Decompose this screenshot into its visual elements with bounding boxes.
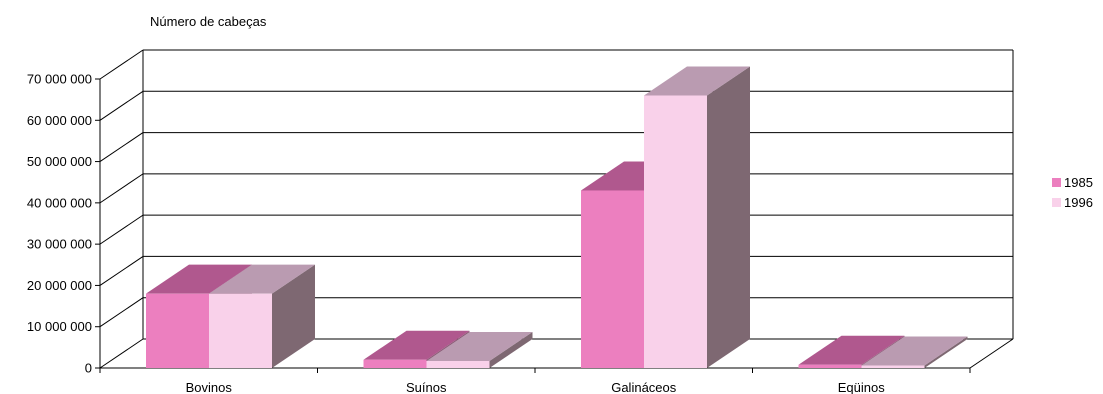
bar-top-galin-ceos-1996 bbox=[644, 66, 750, 96]
x-tick-label-2: Galináceos bbox=[611, 380, 677, 394]
bar-eq-inos-1985 bbox=[798, 364, 862, 368]
bar-top-su-nos-1985 bbox=[363, 330, 470, 360]
bar-bovinos-1996 bbox=[209, 293, 272, 368]
x-tick-label-1: Suínos bbox=[406, 380, 447, 394]
y-tick-label-5: 50 000 000 bbox=[27, 154, 92, 169]
y-axis-label: Número de cabeças bbox=[150, 14, 267, 29]
legend-swatch-1985 bbox=[1052, 177, 1061, 187]
bar-top-bovinos-1985 bbox=[146, 264, 252, 294]
bar-side-bovinos-1996 bbox=[272, 264, 315, 368]
legend: 1985 1996 bbox=[1052, 172, 1093, 212]
bar-side-su-nos-1996 bbox=[489, 331, 533, 368]
y-tick-label-0: 0 bbox=[85, 361, 92, 376]
bar-su-nos-1985 bbox=[363, 359, 427, 368]
legend-swatch-1996 bbox=[1052, 197, 1061, 207]
bar-galin-ceos-1985 bbox=[581, 190, 644, 368]
gridline-side-5 bbox=[99, 132, 144, 162]
bar-top-eq-inos-1985 bbox=[798, 335, 905, 365]
bar-su-nos-1996 bbox=[426, 360, 490, 368]
gridline-side-3 bbox=[99, 214, 144, 245]
y-tick-label-2: 20 000 000 bbox=[27, 278, 92, 293]
bar-top-eq-inos-1996 bbox=[861, 336, 968, 366]
bar-galin-ceos-1996 bbox=[644, 95, 707, 368]
y-tick-label-1: 10 000 000 bbox=[27, 319, 92, 334]
legend-label-1996: 1996 bbox=[1064, 194, 1093, 210]
legend-label-1985: 1985 bbox=[1064, 174, 1093, 190]
x-tick-label-3: Eqüinos bbox=[838, 380, 885, 394]
legend-item-1985: 1985 bbox=[1052, 172, 1093, 192]
floor-right-edge bbox=[969, 338, 1014, 369]
bar-side-eq-inos-1996 bbox=[924, 336, 968, 368]
y-tick-label-6: 60 000 000 bbox=[27, 113, 92, 128]
bar-bovinos-1985 bbox=[146, 293, 209, 368]
gridline-side-6 bbox=[99, 90, 144, 121]
bar-top-su-nos-1996 bbox=[426, 331, 533, 361]
gridline-side-4 bbox=[99, 173, 144, 204]
back-wall bbox=[143, 50, 1013, 339]
y-tick-label-7: 70 000 000 bbox=[27, 72, 92, 87]
gridline-side-0 bbox=[99, 338, 144, 369]
bar-side-galin-ceos-1996 bbox=[707, 66, 750, 368]
y-tick-label-3: 30 000 000 bbox=[27, 237, 92, 252]
y-tick-label-4: 40 000 000 bbox=[27, 195, 92, 210]
legend-item-1996: 1996 bbox=[1052, 192, 1093, 212]
gridline-side-1 bbox=[99, 297, 144, 328]
gridline-side-7 bbox=[99, 49, 144, 80]
x-tick-label-0: Bovinos bbox=[186, 380, 233, 394]
gridline-side-2 bbox=[99, 256, 144, 286]
bar-top-bovinos-1996 bbox=[209, 264, 315, 294]
bar-eq-inos-1996 bbox=[861, 365, 925, 368]
